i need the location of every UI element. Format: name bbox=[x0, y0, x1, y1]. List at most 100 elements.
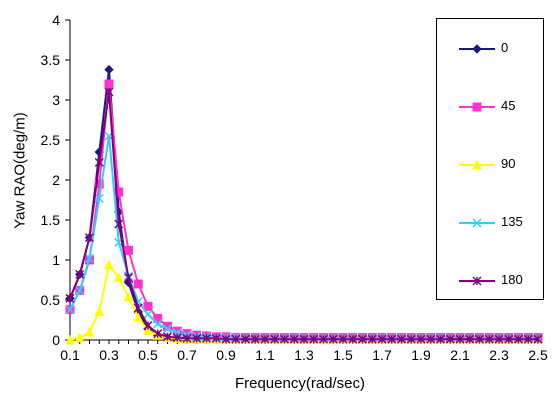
legend: 0 45 90 135 180 bbox=[436, 18, 544, 300]
x-tick-label: 2.1 bbox=[450, 347, 470, 363]
legend-item-45: 45 bbox=[437, 97, 545, 117]
data-point-180 bbox=[348, 334, 358, 344]
data-point-180 bbox=[289, 334, 299, 344]
data-point-45 bbox=[104, 79, 114, 89]
data-point-90 bbox=[123, 291, 134, 302]
data-point-180 bbox=[445, 334, 455, 344]
data-point-180 bbox=[309, 334, 319, 344]
x-tick-label: 1.5 bbox=[333, 347, 353, 363]
data-point-180 bbox=[338, 334, 348, 344]
x-tick-label: 1.3 bbox=[294, 347, 314, 363]
legend-symbol-135 bbox=[459, 218, 495, 228]
legend-item-0: 0 bbox=[437, 39, 545, 59]
data-point-90 bbox=[143, 325, 153, 335]
legend-item-90: 90 bbox=[437, 155, 545, 175]
legend-item-135: 135 bbox=[437, 213, 545, 233]
data-point-45 bbox=[124, 245, 133, 255]
data-point-0 bbox=[104, 64, 114, 75]
data-point-180 bbox=[192, 333, 202, 343]
data-point-135 bbox=[162, 324, 173, 334]
data-point-180 bbox=[299, 334, 309, 344]
data-point-45 bbox=[94, 179, 104, 189]
legend-symbol-90 bbox=[459, 159, 495, 170]
data-point-180 bbox=[367, 334, 377, 344]
data-point-180 bbox=[172, 333, 182, 343]
axes: 0 0.5 1 1.5 2 2.5 3 3.5 4 0.1 0.3 0.5 0.7 0.9 1.1 1.3 1.… bbox=[41, 12, 548, 363]
data-point-180 bbox=[426, 334, 436, 344]
y-axis-label: Yaw RAO(deg/m) bbox=[11, 112, 29, 229]
x-tick-label: 0.5 bbox=[138, 347, 158, 363]
y-tick-label: 0.5 bbox=[41, 292, 61, 308]
data-point-180 bbox=[504, 334, 514, 344]
legend-item-180: 180 bbox=[437, 271, 545, 291]
data-point-90 bbox=[104, 259, 114, 270]
y-tick-label: 1 bbox=[52, 252, 60, 268]
data-point-180 bbox=[84, 233, 95, 243]
data-point-180 bbox=[396, 334, 407, 344]
data-point-135 bbox=[75, 285, 85, 295]
data-point-180 bbox=[474, 334, 485, 344]
data-point-180 bbox=[318, 334, 329, 344]
data-point-180 bbox=[523, 334, 533, 344]
data-point-180 bbox=[94, 157, 104, 167]
y-tick-label: 3.5 bbox=[41, 52, 61, 68]
data-point-180 bbox=[279, 334, 290, 344]
data-point-180 bbox=[114, 219, 124, 229]
data-point-90 bbox=[113, 272, 124, 283]
data-point-180 bbox=[143, 321, 153, 331]
data-point-135 bbox=[153, 319, 163, 329]
x-tick-label: 1.9 bbox=[411, 347, 431, 363]
data-point-135 bbox=[65, 305, 75, 315]
data-point-45 bbox=[153, 313, 163, 323]
data-point-180 bbox=[455, 334, 465, 344]
data-point-180 bbox=[104, 87, 114, 97]
x-tick-label: 0.3 bbox=[99, 347, 119, 363]
data-point-180 bbox=[513, 334, 524, 344]
x-tick-label: 2.5 bbox=[528, 347, 548, 363]
y-tick-label: 0 bbox=[52, 332, 60, 348]
y-tick-label: 4 bbox=[52, 12, 60, 28]
data-point-180 bbox=[240, 334, 251, 344]
data-point-180 bbox=[406, 334, 416, 344]
data-point-90 bbox=[94, 306, 105, 316]
data-point-180 bbox=[435, 334, 446, 344]
legend-marker-90 bbox=[472, 159, 482, 170]
data-point-180 bbox=[221, 334, 231, 344]
data-point-180 bbox=[231, 334, 241, 344]
x-tick-label: 2.3 bbox=[489, 347, 509, 363]
legend-symbol-45 bbox=[459, 102, 495, 112]
legend-marker-45 bbox=[472, 102, 482, 112]
data-point-180 bbox=[465, 334, 475, 344]
data-point-90 bbox=[84, 326, 95, 337]
data-point-180 bbox=[65, 293, 75, 303]
legend-label-0: 0 bbox=[501, 40, 509, 55]
y-tick-label: 2.5 bbox=[41, 132, 61, 148]
data-point-180 bbox=[260, 334, 270, 344]
data-point-135 bbox=[143, 309, 153, 319]
x-tick-label: 1.7 bbox=[372, 347, 392, 363]
legend-marker-0 bbox=[472, 44, 482, 54]
y-tick-label: 2 bbox=[52, 172, 60, 188]
data-point-180 bbox=[357, 334, 368, 344]
data-point-180 bbox=[75, 269, 85, 279]
data-point-180 bbox=[133, 303, 143, 313]
x-tick-label: 0.7 bbox=[177, 347, 197, 363]
x-axis-label: Frequency(rad/sec) bbox=[234, 375, 366, 392]
series-180 bbox=[65, 87, 543, 344]
data-point-45 bbox=[143, 301, 153, 311]
data-point-180 bbox=[250, 334, 260, 344]
data-point-90 bbox=[65, 334, 75, 345]
data-point-180 bbox=[494, 334, 504, 344]
data-point-45 bbox=[133, 279, 143, 289]
data-point-180 bbox=[328, 334, 338, 344]
data-point-180 bbox=[416, 334, 426, 344]
legend-marker-135 bbox=[472, 218, 482, 228]
data-point-180 bbox=[182, 333, 192, 343]
y-tick-label: 1.5 bbox=[41, 212, 61, 228]
legend-label-90: 90 bbox=[501, 156, 516, 171]
data-point-180 bbox=[162, 332, 173, 342]
data-point-180 bbox=[270, 334, 280, 344]
x-tick-label: 0.1 bbox=[60, 347, 80, 363]
data-point-135 bbox=[94, 193, 104, 203]
data-point-180 bbox=[211, 333, 221, 343]
